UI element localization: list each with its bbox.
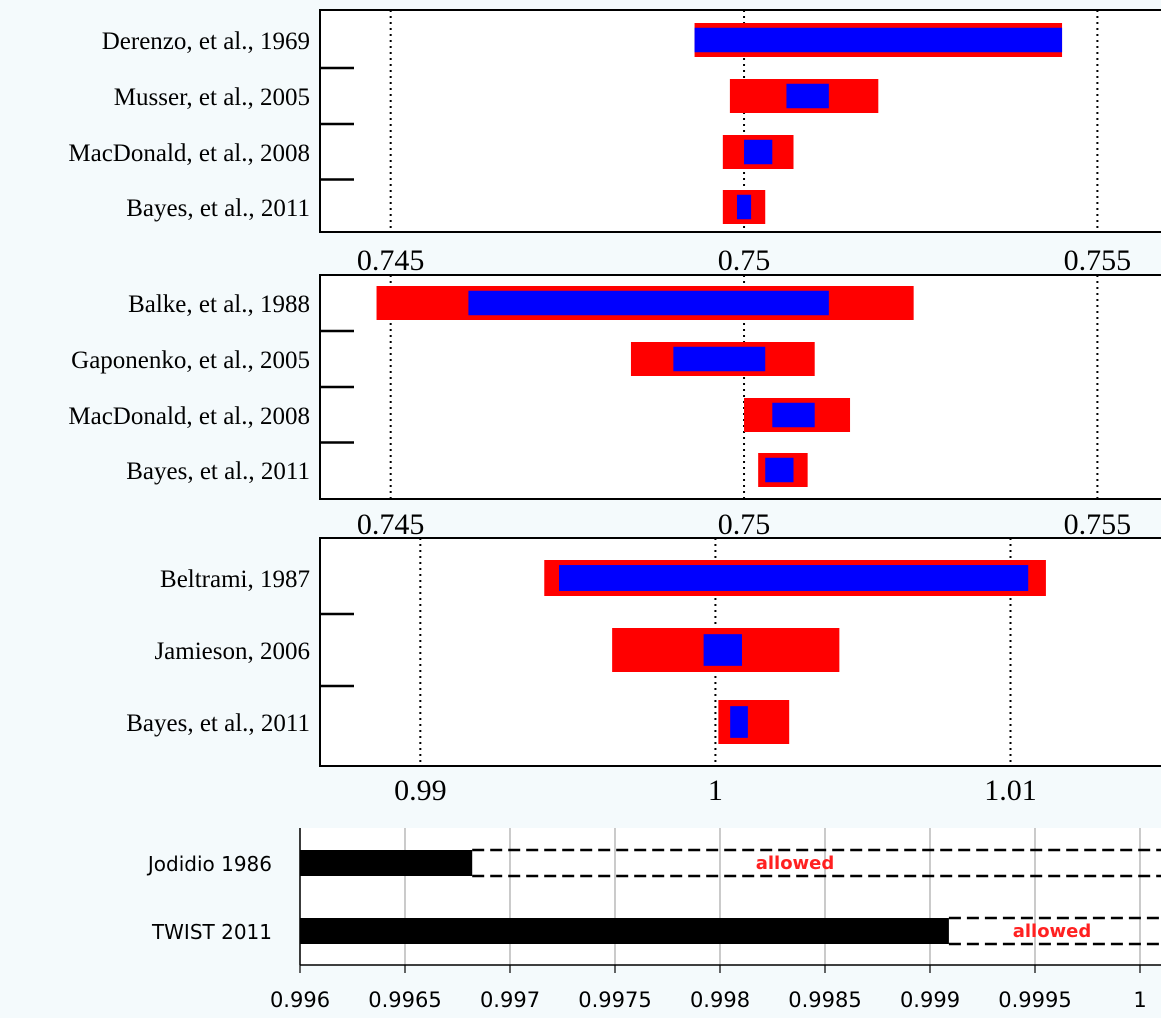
inner-interval-bar — [765, 457, 794, 483]
category-label: Jodidio 1986 — [146, 852, 272, 876]
x-tick-label: 0.99 — [394, 774, 447, 807]
category-label: Balke, et al., 1988 — [128, 291, 310, 318]
x-tick-label: 0.9965 — [368, 988, 441, 1012]
inner-interval-bar — [772, 402, 815, 428]
inner-interval-bar — [673, 346, 766, 372]
inner-interval-bar — [703, 634, 742, 666]
panel-frame — [319, 9, 1161, 233]
category-label: MacDonald, et al., 2008 — [68, 140, 310, 167]
x-tick-label: 0.75 — [718, 244, 771, 277]
category-label: Bayes, et al., 2011 — [126, 458, 310, 485]
interval-panel-1: 0.745 0.75 0.755 Derenzo, et al., 1969 Musse… — [68, 9, 1161, 277]
category-label: TWIST 2011 — [151, 920, 272, 944]
category-label: Jamieson, 2006 — [154, 638, 310, 665]
category-label: Bayes, et al., 2011 — [126, 195, 310, 222]
x-tick-label: 0.755 — [1064, 244, 1132, 277]
interval-panel-2: 0.745 0.75 0.755 Balke, et al., 1988 Gaponen… — [68, 274, 1161, 541]
allowed-annotation: allowed — [1013, 921, 1092, 942]
panel-frame — [319, 274, 1161, 500]
category-label: Musser, et al., 2005 — [114, 84, 310, 111]
x-tick-label: 0.9995 — [998, 988, 1071, 1012]
x-tick-label: 0.75 — [718, 508, 771, 541]
panel-frame — [319, 537, 1161, 767]
x-tick-label: 0.9985 — [788, 988, 861, 1012]
interval-panel-3: 0.99 1 1.01 Beltrami, 1987 Jamieson, 2006 Bay… — [126, 537, 1161, 807]
x-tick-label: 1 — [1133, 988, 1146, 1012]
x-tick-label: 0.745 — [357, 508, 425, 541]
limit-bar — [300, 918, 949, 944]
x-tick-label: 0.997 — [480, 988, 540, 1012]
inner-interval-bar — [744, 139, 773, 165]
inner-interval-bar — [468, 290, 829, 316]
inner-interval-bar — [730, 706, 748, 738]
inner-interval-bar — [736, 194, 752, 220]
x-tick-label: 0.999 — [900, 988, 960, 1012]
category-label: Derenzo, et al., 1969 — [102, 28, 310, 55]
x-tick-label: 0.996 — [270, 988, 330, 1012]
inner-interval-bar — [786, 83, 829, 109]
category-label: Beltrami, 1987 — [160, 566, 310, 593]
category-label: Bayes, et al., 2011 — [126, 710, 310, 737]
x-tick-label: 1 — [708, 774, 723, 807]
bar-panel: 0.996 0.9965 0.997 0.9975 0.998 0.9985 0.999 0.… — [146, 828, 1161, 1012]
inner-interval-bar — [559, 565, 1029, 591]
x-tick-label: 0.998 — [690, 988, 750, 1012]
inner-interval-bar — [694, 27, 1063, 53]
limit-bar — [300, 850, 473, 876]
x-tick-label: 0.755 — [1064, 508, 1132, 541]
x-tick-label: 1.01 — [984, 774, 1037, 807]
outer-interval-bar — [718, 700, 790, 744]
allowed-annotation: allowed — [756, 853, 835, 874]
x-tick-label: 0.745 — [357, 244, 425, 277]
category-label: MacDonald, et al., 2008 — [68, 403, 310, 430]
x-tick-label: 0.9975 — [578, 988, 651, 1012]
category-label: Gaponenko, et al., 2005 — [71, 347, 310, 374]
